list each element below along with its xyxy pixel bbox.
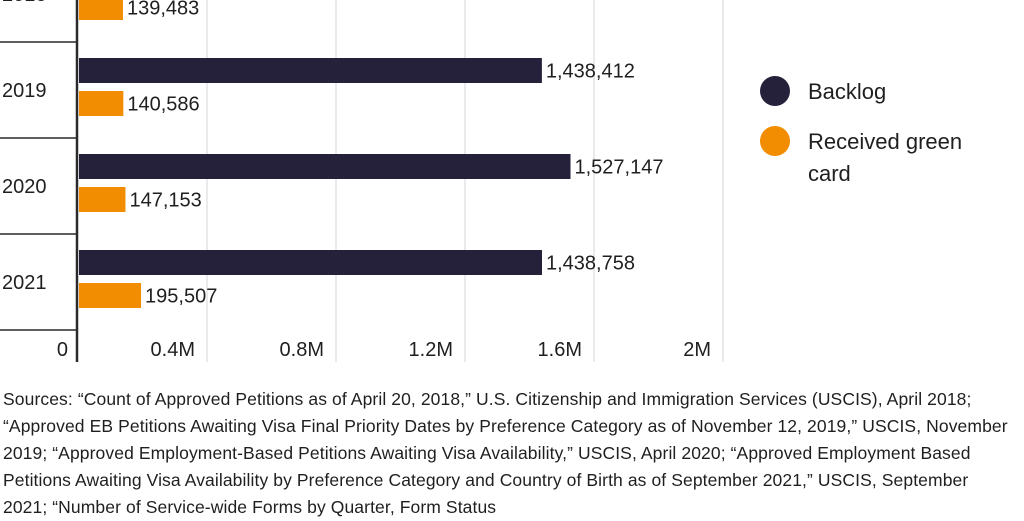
bar (79, 0, 123, 20)
data-label: 195,507 (145, 286, 217, 308)
x-tick-label: 0.4M (151, 339, 195, 361)
bar (79, 283, 142, 308)
data-label: 147,153 (129, 190, 201, 212)
legend-item-received-green-card: Received green card (760, 126, 1010, 190)
gridlines (206, 0, 724, 362)
legend-item-backlog: Backlog (760, 76, 1010, 108)
category-label: 2020 (2, 176, 47, 198)
legend-label-backlog: Backlog (808, 79, 887, 104)
x-axis-ticks: 0 0.4M 0.8M 1.2M 1.6M 2M (57, 339, 711, 361)
data-labels: 139,483 1,438,412 140,586 1,527,147 147,153 1… (127, 0, 664, 308)
category-label: 2018 (2, 0, 47, 6)
data-label: 139,483 (127, 0, 199, 20)
bar-chart: 2018 2019 2020 2021 139,483 1,438,412 140,586… (0, 0, 724, 362)
data-label: 1,438,758 (546, 253, 635, 275)
bar (79, 187, 126, 212)
category-axis: 2018 2019 2020 2021 (0, 0, 79, 362)
legend-label-received-green-card: Received green card (808, 129, 963, 186)
x-tick-label: 1.2M (409, 339, 453, 361)
category-label: 2019 (2, 80, 47, 102)
x-tick-label: 2M (683, 339, 711, 361)
x-tick-label: 0.8M (280, 339, 324, 361)
legend-swatch-received-green-card (760, 126, 790, 156)
x-tick-label: 1.6M (538, 339, 582, 361)
x-tick-label: 0 (57, 339, 68, 361)
data-label: 140,586 (127, 94, 199, 116)
data-label: 1,438,412 (546, 61, 635, 83)
legend: Backlog Received green card (760, 76, 1010, 208)
bar (79, 154, 571, 179)
sources-note: Sources: “Count of Approved Petitions as… (3, 389, 1008, 517)
legend-swatch-backlog (760, 76, 790, 106)
bar (79, 91, 124, 116)
data-label: 1,527,147 (575, 157, 664, 179)
bars (79, 0, 571, 308)
bar (79, 250, 542, 275)
category-label: 2021 (2, 272, 47, 294)
bar (79, 58, 542, 83)
